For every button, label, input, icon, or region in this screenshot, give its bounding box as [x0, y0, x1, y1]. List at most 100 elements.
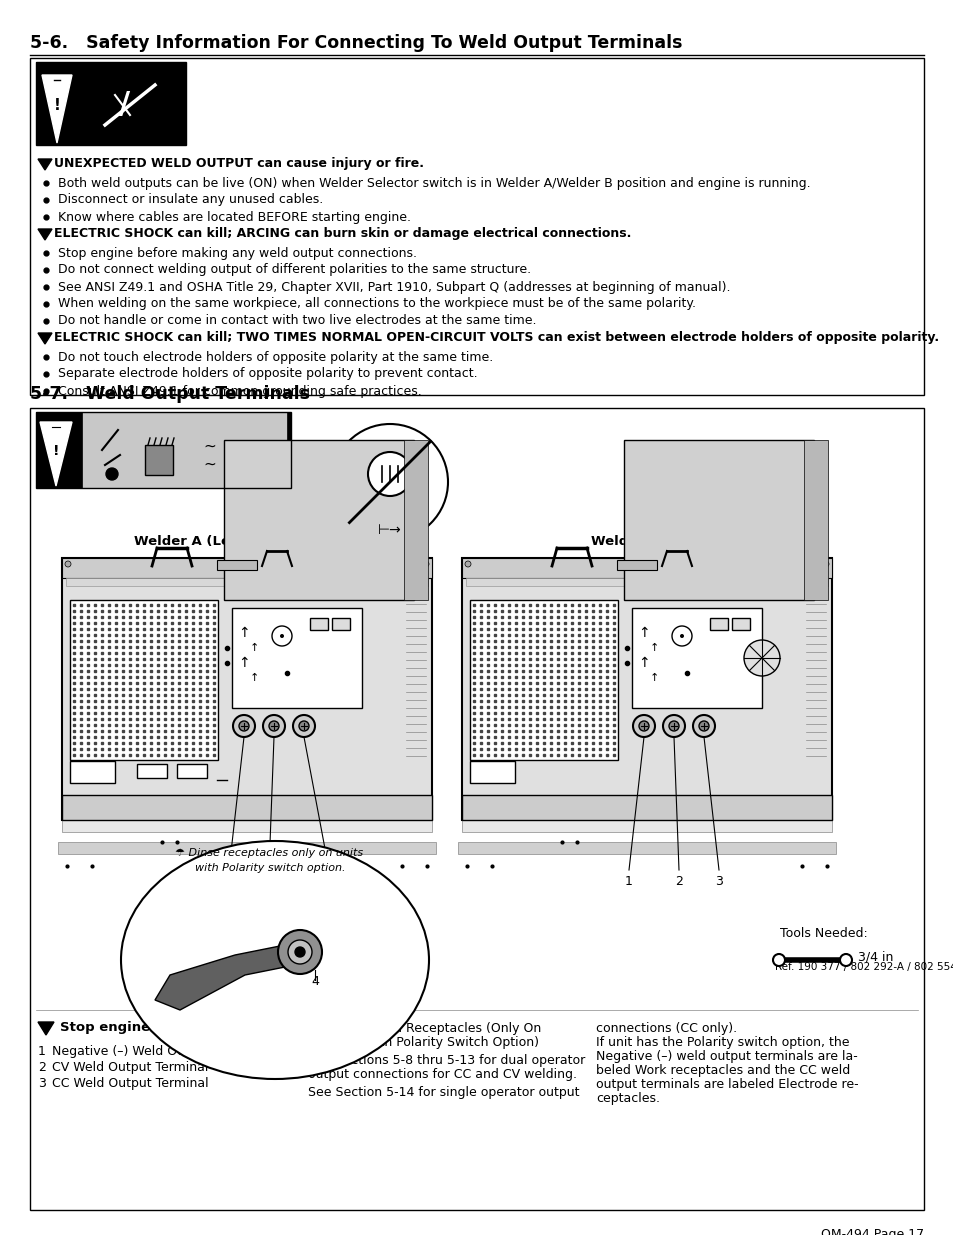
- Text: Negative (–) weld output terminals are la-: Negative (–) weld output terminals are l…: [596, 1050, 857, 1063]
- Circle shape: [277, 930, 322, 974]
- Text: Stop engine.: Stop engine.: [60, 1021, 155, 1035]
- Text: 3/4 in: 3/4 in: [857, 951, 892, 963]
- Text: 4: 4: [311, 974, 318, 988]
- Circle shape: [662, 715, 684, 737]
- Polygon shape: [38, 159, 52, 170]
- Text: UNEXPECTED WELD OUTPUT can cause injury or fire.: UNEXPECTED WELD OUTPUT can cause injury …: [54, 158, 423, 170]
- Text: ↑: ↑: [638, 656, 649, 671]
- Bar: [36, 412, 291, 488]
- Polygon shape: [38, 228, 52, 240]
- Circle shape: [668, 721, 679, 731]
- Text: Know where cables are located BEFORE starting engine.: Know where cables are located BEFORE sta…: [58, 210, 411, 224]
- Circle shape: [464, 561, 471, 567]
- Text: ☂ Dinse receptacles only on units: ☂ Dinse receptacles only on units: [174, 848, 363, 858]
- Text: 2: 2: [265, 876, 273, 888]
- Bar: [731, 618, 749, 630]
- Circle shape: [633, 715, 655, 737]
- Bar: [470, 600, 618, 760]
- Circle shape: [639, 721, 648, 731]
- Bar: [177, 764, 207, 778]
- Text: Welder A (Left) Side: Welder A (Left) Side: [134, 535, 286, 548]
- Text: ↑: ↑: [238, 626, 250, 640]
- Text: ↑: ↑: [649, 643, 658, 653]
- Text: ⊢→: ⊢→: [377, 522, 401, 537]
- Text: Welder B (Right) Side: Welder B (Right) Side: [591, 535, 752, 548]
- Text: Tools Needed:: Tools Needed:: [780, 927, 867, 940]
- Text: Do not connect welding output of different polarities to the same structure.: Do not connect welding output of differe…: [58, 263, 531, 277]
- Bar: [82, 412, 287, 488]
- Polygon shape: [38, 1023, 54, 1035]
- Text: Disconnect or insulate any unused cables.: Disconnect or insulate any unused cables…: [58, 194, 323, 206]
- Text: ↑: ↑: [249, 673, 258, 683]
- Text: 3: 3: [715, 876, 722, 888]
- Bar: [36, 62, 186, 144]
- Text: 1: 1: [325, 876, 333, 888]
- Bar: [232, 608, 361, 708]
- Circle shape: [65, 561, 71, 567]
- Bar: [461, 810, 831, 832]
- Circle shape: [679, 634, 683, 638]
- Bar: [145, 445, 172, 475]
- Bar: [137, 764, 167, 778]
- Text: See Sections 5-8 thru 5-13 for dual operator: See Sections 5-8 thru 5-13 for dual oper…: [308, 1053, 584, 1067]
- Bar: [332, 618, 350, 630]
- Text: See Section 5-14 for single operator output: See Section 5-14 for single operator out…: [308, 1086, 578, 1099]
- Circle shape: [840, 953, 851, 966]
- Text: Do not handle or come in contact with two live electrodes at the same time.: Do not handle or come in contact with tw…: [58, 315, 536, 327]
- Bar: [461, 558, 831, 578]
- Bar: [66, 578, 428, 585]
- Bar: [62, 810, 432, 832]
- Circle shape: [368, 452, 412, 496]
- Bar: [465, 578, 827, 585]
- Text: CV Weld Output Terminal: CV Weld Output Terminal: [52, 1061, 208, 1074]
- Text: ↑: ↑: [649, 673, 658, 683]
- Circle shape: [293, 715, 314, 737]
- Text: When welding on the same workpiece, all connections to the workpiece must be of : When welding on the same workpiece, all …: [58, 298, 696, 310]
- Text: ↑: ↑: [238, 656, 250, 671]
- Text: 4    Dinse Weld Receptacles (Only On: 4 Dinse Weld Receptacles (Only On: [308, 1023, 540, 1035]
- Ellipse shape: [121, 841, 429, 1079]
- Text: Units With Polarity Switch Option): Units With Polarity Switch Option): [308, 1036, 538, 1049]
- Bar: [224, 440, 414, 600]
- Text: See ANSI Z49.1 and OSHA Title 29, Chapter XVII, Part 1910, Subpart Q (addresses : See ANSI Z49.1 and OSHA Title 29, Chapte…: [58, 280, 730, 294]
- Bar: [36, 412, 291, 488]
- Text: CC Weld Output Terminal: CC Weld Output Terminal: [52, 1077, 209, 1091]
- Text: If unit has the Polarity switch option, the: If unit has the Polarity switch option, …: [596, 1036, 848, 1049]
- Text: 1: 1: [38, 1045, 46, 1058]
- Text: OM-494 Page 17: OM-494 Page 17: [820, 1228, 923, 1235]
- Text: ↑: ↑: [638, 626, 649, 640]
- Text: output connections for CC and CV welding.: output connections for CC and CV welding…: [308, 1068, 577, 1081]
- Bar: [310, 618, 328, 630]
- Circle shape: [280, 634, 284, 638]
- Bar: [216, 559, 256, 571]
- Text: ~
~: ~ ~: [203, 438, 216, 472]
- Text: Both weld outputs can be live (ON) when Welder Selector switch is in Welder A/We: Both weld outputs can be live (ON) when …: [58, 177, 810, 189]
- Text: ELECTRIC SHOCK can kill; TWO TIMES NORMAL OPEN-CIRCUIT VOLTS can exist between e: ELECTRIC SHOCK can kill; TWO TIMES NORMA…: [54, 331, 938, 345]
- Circle shape: [692, 715, 714, 737]
- Bar: [30, 408, 923, 1210]
- Circle shape: [272, 626, 292, 646]
- Circle shape: [263, 715, 285, 737]
- Bar: [36, 62, 186, 144]
- Bar: [470, 761, 515, 783]
- Text: Do not touch electrode holders of opposite polarity at the same time.: Do not touch electrode holders of opposi…: [58, 351, 493, 363]
- Text: ↑: ↑: [249, 643, 258, 653]
- Circle shape: [332, 424, 448, 540]
- Text: 2: 2: [38, 1061, 46, 1074]
- Bar: [803, 440, 827, 600]
- Circle shape: [772, 953, 784, 966]
- Text: connections (CC only).: connections (CC only).: [596, 1023, 737, 1035]
- Polygon shape: [42, 75, 71, 143]
- Text: Ref. 190 377 / 802 292-A / 802 554: Ref. 190 377 / 802 292-A / 802 554: [774, 962, 953, 972]
- Bar: [58, 842, 436, 853]
- Text: ceptacles.: ceptacles.: [596, 1092, 659, 1105]
- Circle shape: [822, 561, 828, 567]
- Text: Consult ANSI Z49.1 for common grounding safe practices.: Consult ANSI Z49.1 for common grounding …: [58, 384, 421, 398]
- Bar: [62, 558, 432, 820]
- Bar: [30, 58, 923, 395]
- Bar: [709, 618, 727, 630]
- Circle shape: [671, 626, 691, 646]
- Text: with Polarity switch option.: with Polarity switch option.: [194, 863, 345, 873]
- Bar: [62, 558, 432, 578]
- Bar: [457, 842, 835, 853]
